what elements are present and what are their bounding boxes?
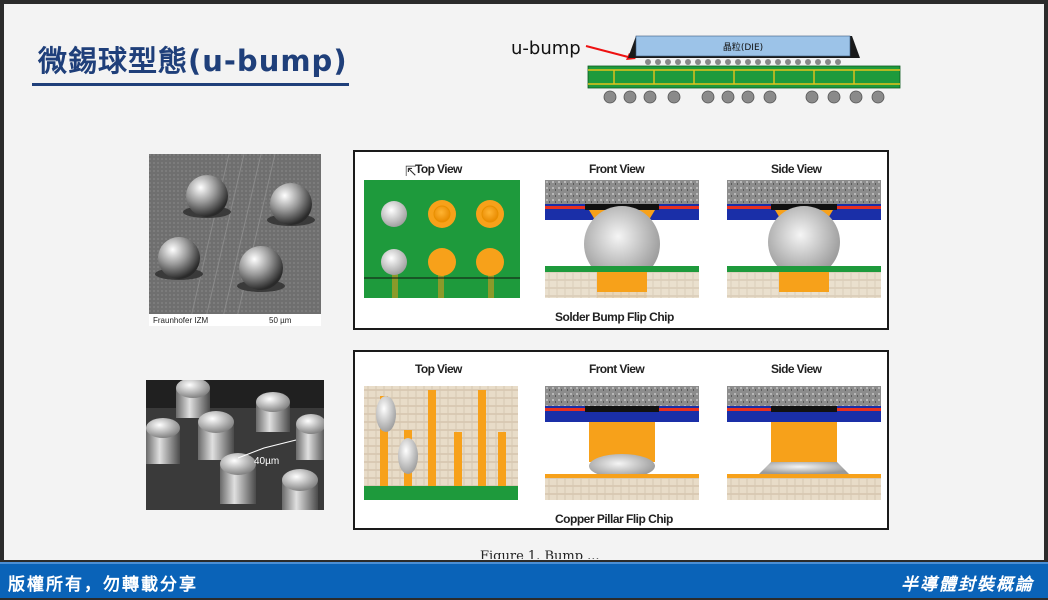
copper-front-view-title: Front View — [589, 362, 645, 376]
mouse-cursor-icon: ⇱ — [405, 164, 417, 180]
solder-top-view-diagram — [364, 180, 520, 298]
figure-caption-partial: Figure 1. Bump ... — [480, 549, 600, 559]
sem-copper-pillar-photo: 40µm — [146, 380, 324, 510]
solder-side-view-diagram — [727, 180, 881, 298]
slide-title: 微錫球型態(u-bump) — [38, 44, 348, 78]
copyright-notice: 版權所有，勿轉載分享 — [8, 575, 198, 595]
micro-bumps — [645, 59, 841, 65]
package-cross-section: 晶粒(DIE) — [585, 35, 901, 104]
course-title: 半導體封裝概論 — [901, 575, 1034, 595]
copper-pillar-panel: Top View Front View Side View — [353, 350, 889, 530]
sem-credit: Fraunhofer IZM — [153, 316, 209, 325]
copper-top-view-title: Top View — [415, 362, 462, 376]
title-underline — [32, 83, 349, 86]
copper-side-view-title: Side View — [771, 362, 822, 376]
sem-solder-bump-photo: Fraunhofer IZM 50 µm — [149, 154, 321, 326]
copper-side-view-diagram — [727, 386, 881, 500]
solder-bump-panel: Top View Front View Side View — [353, 150, 889, 330]
sem-scale-bar-label: 50 µm — [269, 316, 292, 325]
solder-top-view-title: Top View — [415, 162, 462, 176]
solder-side-view-title: Side View — [771, 162, 822, 176]
substrate-traces — [588, 69, 900, 85]
slide: 微錫球型態(u-bump) u-bump 晶粒(DIE) — [4, 4, 1044, 560]
sem-pitch-label: 40µm — [254, 456, 280, 467]
die — [635, 35, 851, 57]
copper-front-view-diagram — [545, 386, 699, 500]
solder-front-view-title: Front View — [589, 162, 645, 176]
u-bump-arrow — [585, 45, 633, 59]
copper-top-view-diagram — [364, 386, 518, 500]
substrate — [587, 65, 901, 89]
copper-panel-caption: Copper Pillar Flip Chip — [555, 512, 673, 526]
solder-front-view-diagram — [545, 180, 699, 298]
u-bump-label: u-bump — [511, 38, 581, 59]
die-label: 晶粒(DIE) — [723, 41, 763, 53]
solder-panel-caption: Solder Bump Flip Chip — [555, 310, 674, 324]
footer-bar: 版權所有，勿轉載分享 半導體封裝概論 — [0, 562, 1048, 598]
bga-balls — [603, 90, 885, 104]
